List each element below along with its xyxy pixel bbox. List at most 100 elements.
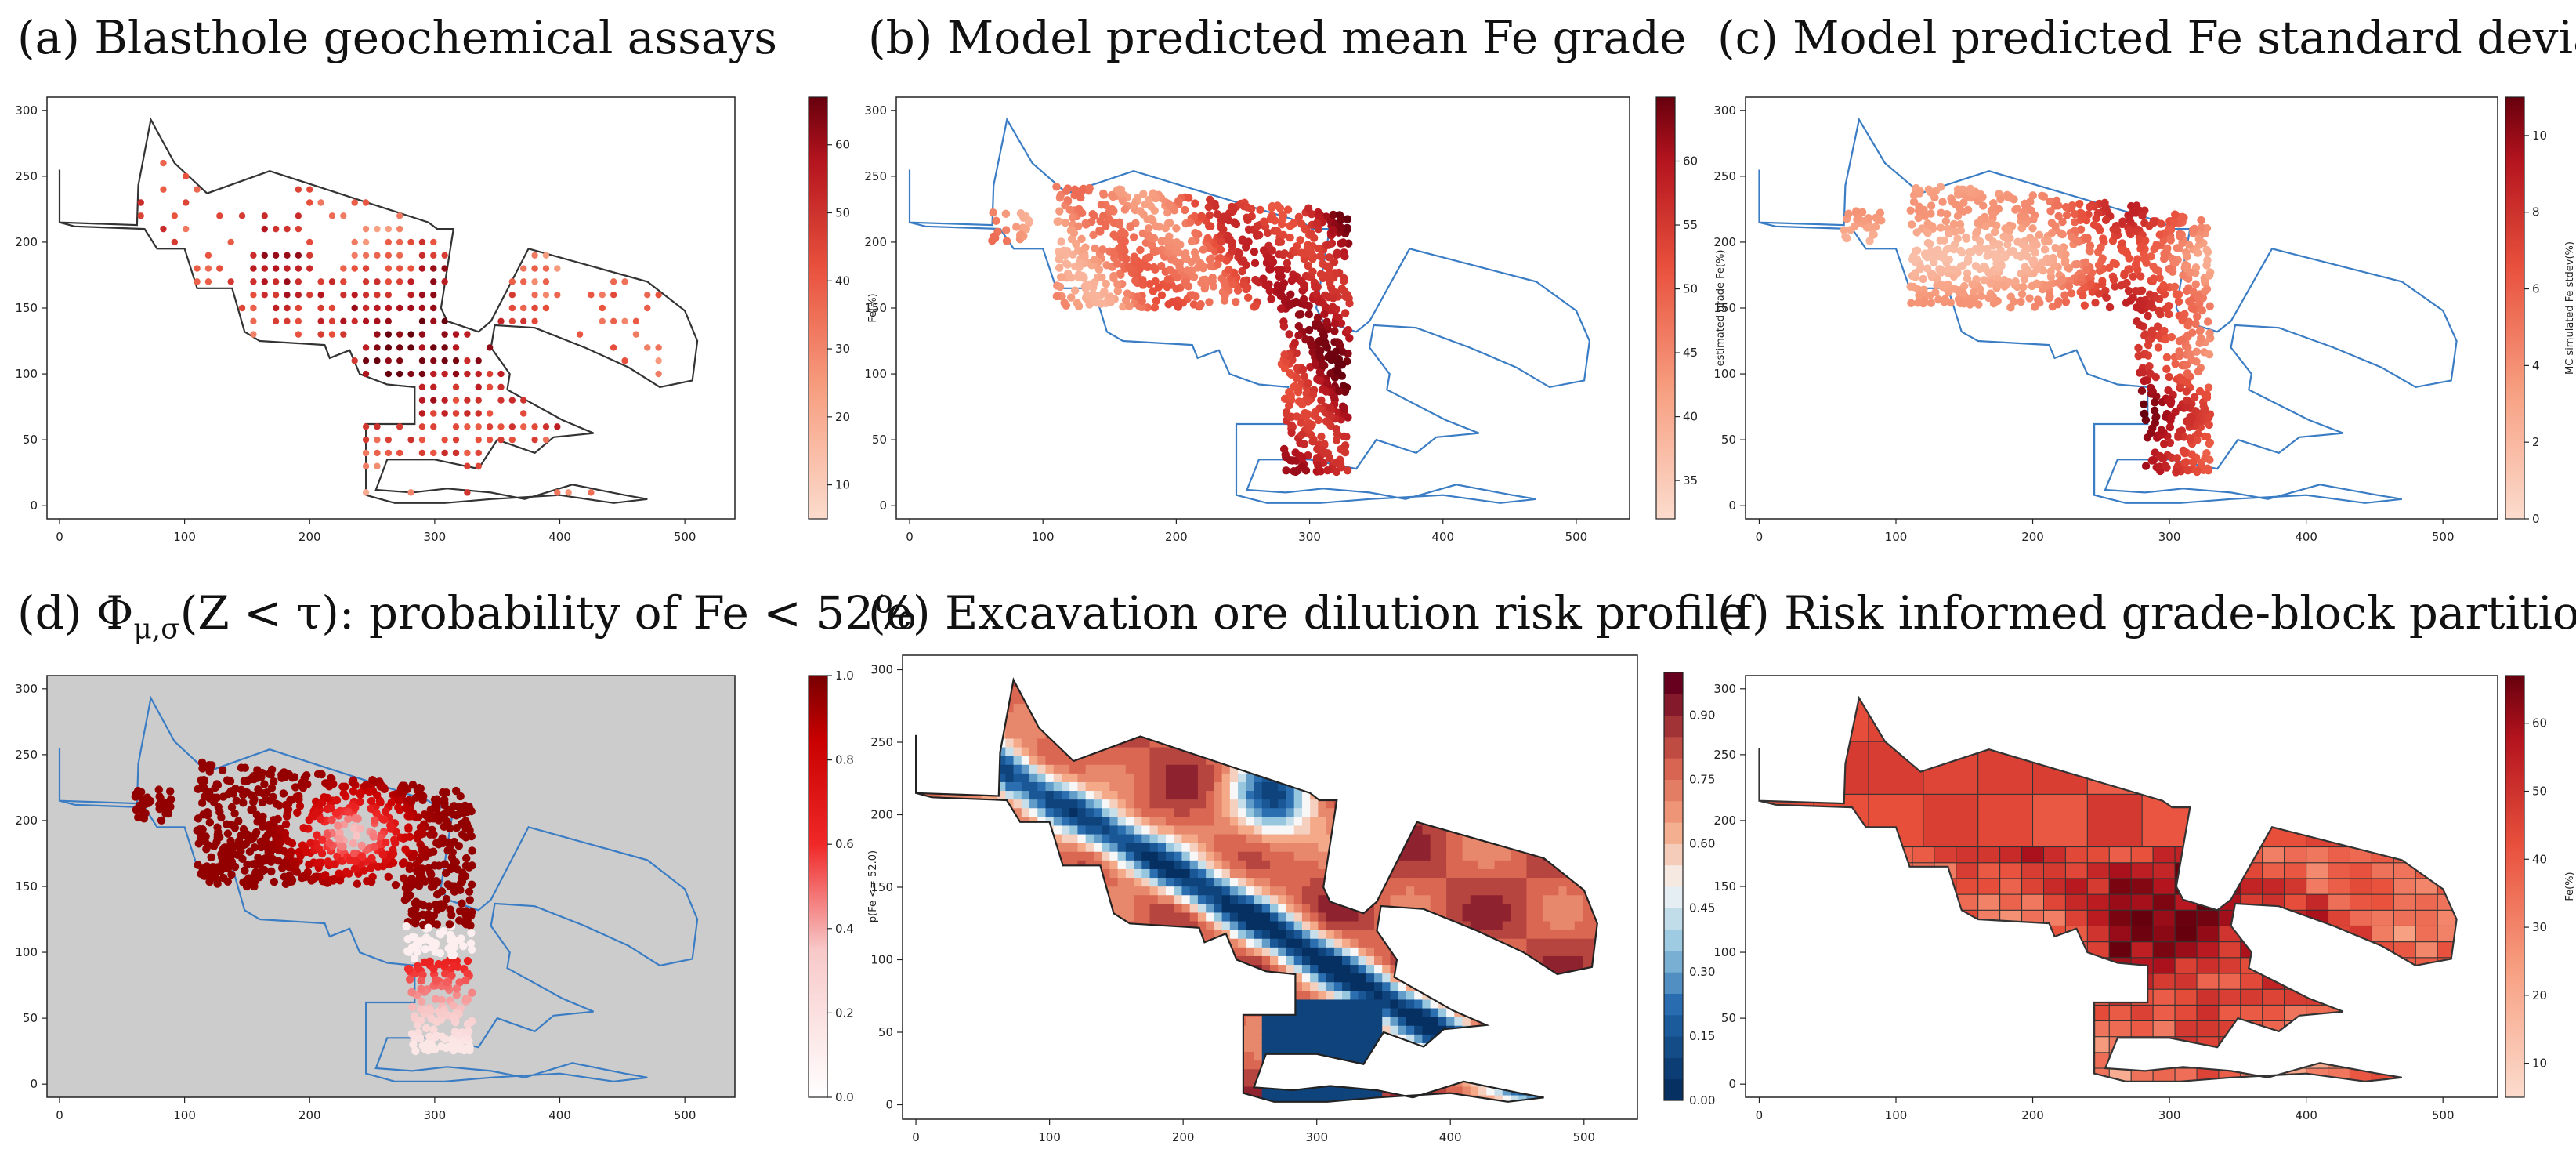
risk-cell xyxy=(1013,755,1022,765)
blasthole-point xyxy=(430,238,437,246)
predicted-point xyxy=(1058,273,1066,281)
predicted-point xyxy=(2187,296,2195,305)
blasthole-point xyxy=(407,344,414,351)
blasthole-point xyxy=(441,410,448,417)
y-tick-label: 250 xyxy=(1713,169,1736,183)
predicted-point xyxy=(408,781,418,789)
colorbar-gradient xyxy=(808,96,828,520)
risk-cell xyxy=(1037,763,1047,774)
blasthole-point xyxy=(610,291,617,299)
blasthole-point xyxy=(531,291,538,299)
predicted-point xyxy=(2073,259,2082,269)
predicted-point xyxy=(1840,226,1849,234)
blasthole-point xyxy=(317,291,324,299)
blasthole-point xyxy=(464,357,471,364)
risk-cell xyxy=(1109,886,1119,896)
predicted-point xyxy=(1097,201,1106,209)
predicted-point xyxy=(1118,196,1127,205)
risk-cell xyxy=(1085,816,1094,826)
predicted-point xyxy=(427,883,436,891)
predicted-point xyxy=(1949,219,1959,229)
colorbar-tick-label: 40 xyxy=(835,274,850,288)
predicted-point xyxy=(452,824,461,832)
blasthole-point xyxy=(284,225,291,233)
blasthole-point xyxy=(362,317,370,325)
risk-cell xyxy=(1077,842,1087,852)
predicted-point xyxy=(351,814,360,823)
predicted-point xyxy=(286,850,295,859)
blasthole-point xyxy=(452,331,460,338)
risk-cell xyxy=(1045,807,1055,817)
predicted-point xyxy=(421,1024,431,1033)
predicted-point xyxy=(2136,287,2144,295)
risk-cell xyxy=(997,746,1007,756)
colorbar-label: p(Fe <= 52.0) xyxy=(867,850,879,922)
predicted-point xyxy=(1979,201,1988,210)
risk-cell xyxy=(1085,772,1094,782)
blasthole-point xyxy=(441,317,448,325)
predicted-point xyxy=(230,862,240,872)
predicted-point xyxy=(411,919,420,928)
blasthole-point xyxy=(486,370,494,378)
predicted-point xyxy=(407,853,417,862)
risk-cell xyxy=(1005,790,1015,800)
predicted-point xyxy=(2200,432,2209,441)
risk-cell xyxy=(1037,772,1047,782)
risk-cell xyxy=(1069,850,1079,861)
predicted-point xyxy=(1069,229,1079,237)
predicted-point xyxy=(1276,237,1286,246)
predicted-point xyxy=(1192,256,1200,264)
predicted-point xyxy=(461,976,470,985)
predicted-point xyxy=(2153,322,2162,331)
risk-cell xyxy=(1029,720,1039,730)
predicted-point xyxy=(449,962,458,970)
predicted-point xyxy=(376,798,385,807)
y-tick-label: 300 xyxy=(15,103,38,118)
predicted-point xyxy=(1315,297,1323,306)
predicted-point xyxy=(437,1042,446,1051)
risk-cell xyxy=(1125,868,1135,879)
predicted-point xyxy=(1183,266,1192,275)
x-tick-label: 500 xyxy=(1565,530,1588,544)
risk-cell xyxy=(1021,772,1031,782)
predicted-point xyxy=(412,897,421,906)
predicted-point xyxy=(451,786,461,796)
predicted-point xyxy=(216,866,225,875)
predicted-point xyxy=(223,820,231,828)
risk-cell xyxy=(1061,816,1071,826)
predicted-point xyxy=(2102,293,2111,302)
risk-cell xyxy=(1109,790,1119,800)
x-tick-label: 300 xyxy=(2158,530,2181,544)
predicted-point xyxy=(335,869,343,878)
predicted-point xyxy=(251,876,260,885)
risk-cell xyxy=(1125,842,1135,852)
blasthole-point xyxy=(508,304,516,312)
blasthole-point xyxy=(452,449,460,457)
predicted-point xyxy=(1256,205,1264,215)
risk-cell xyxy=(1077,799,1087,809)
predicted-point xyxy=(2165,422,2175,432)
blasthole-point xyxy=(216,212,223,219)
y-tick-label: 300 xyxy=(870,663,893,677)
blasthole-point xyxy=(497,317,505,325)
predicted-point xyxy=(2129,272,2137,281)
predicted-point xyxy=(1337,361,1347,369)
predicted-point xyxy=(349,856,359,865)
predicted-point xyxy=(1340,441,1350,450)
predicted-point xyxy=(430,796,440,804)
predicted-point xyxy=(281,820,291,829)
predicted-point xyxy=(1333,367,1342,376)
predicted-point xyxy=(288,774,297,782)
risk-cell xyxy=(1109,859,1119,869)
blasthole-point xyxy=(374,278,381,285)
predicted-point xyxy=(1858,208,1867,216)
predicted-point xyxy=(2191,393,2199,401)
risk-cell xyxy=(1109,825,1119,835)
predicted-point xyxy=(2197,216,2205,225)
predicted-point xyxy=(197,799,207,807)
predicted-point xyxy=(468,988,476,997)
predicted-point xyxy=(1915,291,1923,300)
blasthole-point xyxy=(374,331,381,338)
